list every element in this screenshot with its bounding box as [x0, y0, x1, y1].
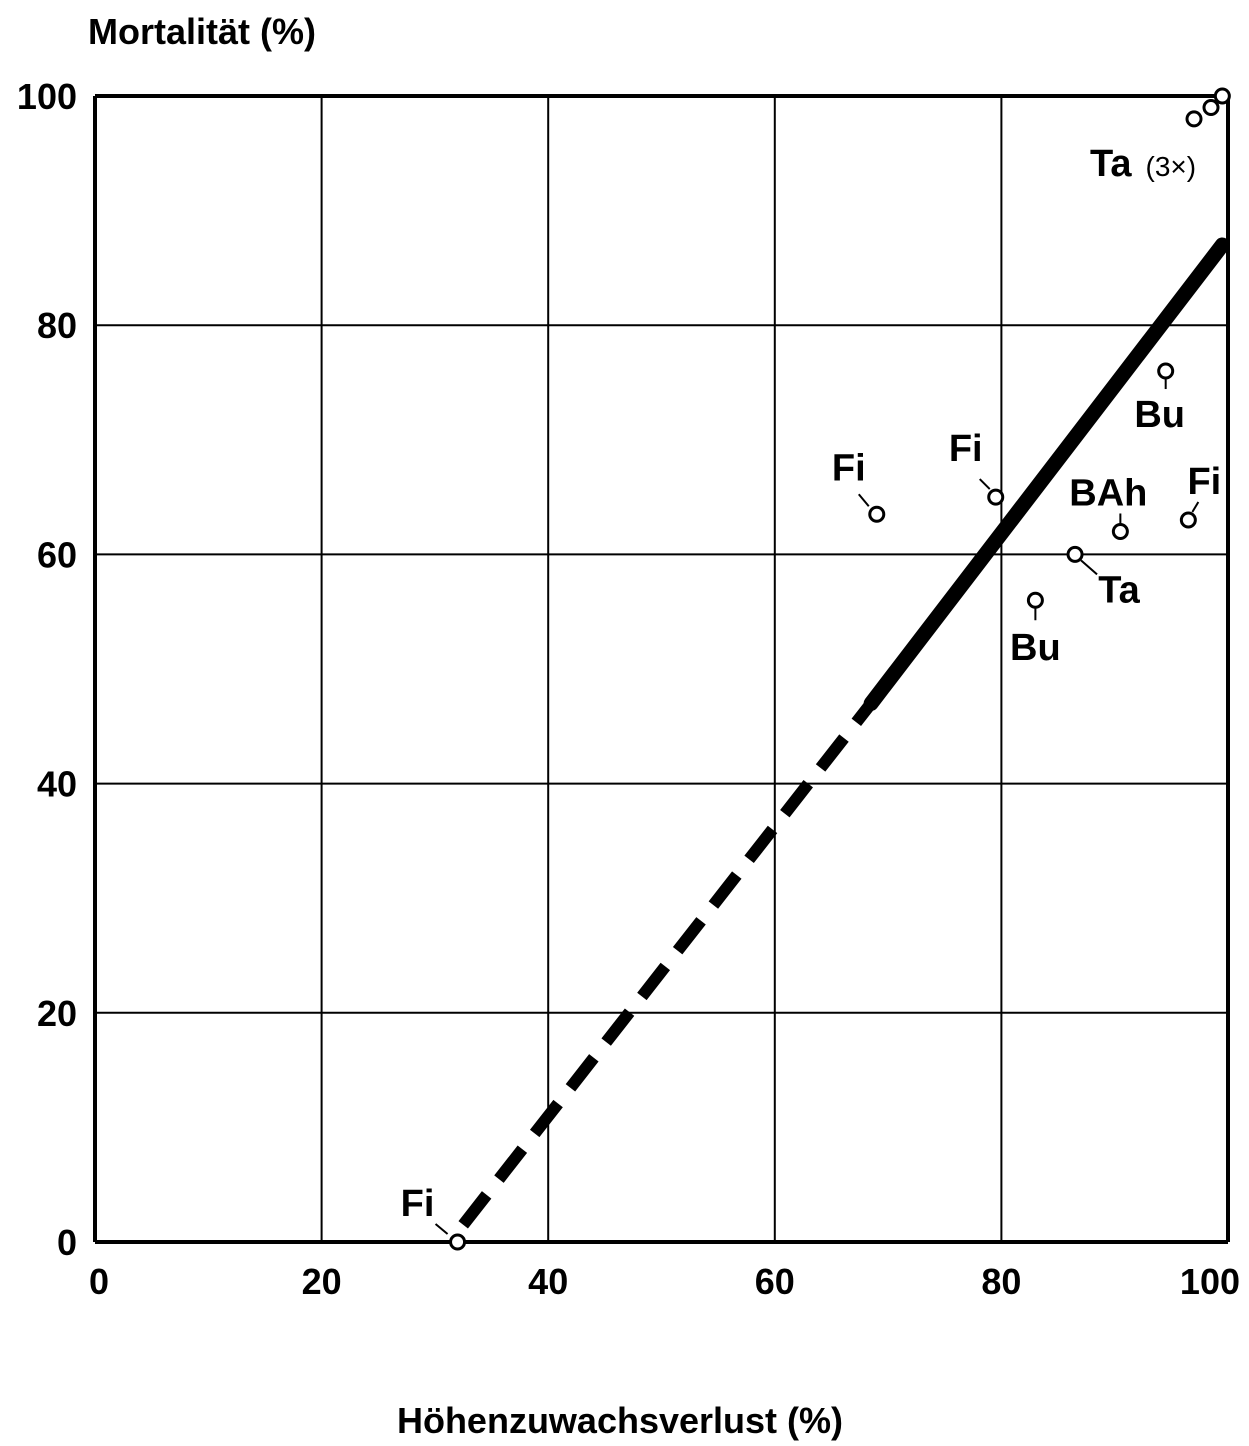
y-tick-label: 60 — [37, 534, 77, 575]
y-tick-label: 80 — [37, 305, 77, 346]
label-leader — [979, 478, 991, 490]
grid — [95, 96, 1228, 1242]
plot-frame — [93, 94, 1230, 1244]
x-tick-label: 0 — [89, 1261, 109, 1302]
data-point — [1026, 591, 1044, 609]
x-axis-title: Höhenzuwachsverlust (%) — [397, 1400, 843, 1441]
data-point — [1157, 362, 1175, 380]
data-point — [449, 1233, 467, 1251]
data-points — [449, 87, 1231, 1251]
point-label: Fi — [949, 428, 983, 470]
y-tick-label: 40 — [37, 764, 77, 805]
point-labels: Fi Fi Fi BAh Fi Ta Bu Bu Ta (3×) — [401, 143, 1222, 1225]
point-label: Fi — [401, 1183, 435, 1225]
point-label: Ta (3×) — [1090, 143, 1196, 185]
y-tick-label: 100 — [17, 76, 77, 117]
point-label: Bu — [1010, 627, 1061, 669]
y-axis-title: Mortalität (%) — [88, 11, 316, 52]
point-label: Fi — [1187, 461, 1221, 503]
label-leader — [1191, 501, 1200, 513]
label-leader — [1080, 559, 1098, 576]
label-leaders — [434, 379, 1200, 1235]
data-point — [1213, 87, 1231, 105]
point-label: Bu — [1134, 394, 1185, 436]
data-point — [1179, 511, 1197, 529]
x-tick-label: 40 — [528, 1261, 568, 1302]
x-tick-labels: 0 20 40 60 80 100 — [89, 1261, 1240, 1302]
point-multiplicity-note: (3×) — [1146, 151, 1197, 182]
regression-line — [458, 237, 1230, 1229]
point-label: BAh — [1069, 472, 1147, 514]
regression-solid-segment — [863, 237, 1230, 711]
data-point — [1066, 545, 1084, 563]
point-label: Ta — [1098, 569, 1140, 611]
x-tick-label: 100 — [1180, 1261, 1240, 1302]
data-point — [1202, 98, 1220, 116]
y-tick-label: 20 — [37, 993, 77, 1034]
label-leader — [434, 1223, 449, 1235]
label-leader — [858, 493, 870, 507]
x-tick-label: 60 — [755, 1261, 795, 1302]
x-tick-label: 20 — [302, 1261, 342, 1302]
y-tick-label: 0 — [57, 1222, 77, 1263]
x-tick-label: 80 — [981, 1261, 1021, 1302]
point-label: Fi — [832, 447, 866, 489]
regression-dashed-segment — [458, 699, 876, 1229]
y-tick-labels: 0 20 40 60 80 100 — [17, 76, 77, 1263]
data-point — [987, 488, 1005, 506]
data-point — [868, 505, 886, 523]
data-point — [1111, 522, 1129, 540]
data-point — [1185, 110, 1203, 128]
